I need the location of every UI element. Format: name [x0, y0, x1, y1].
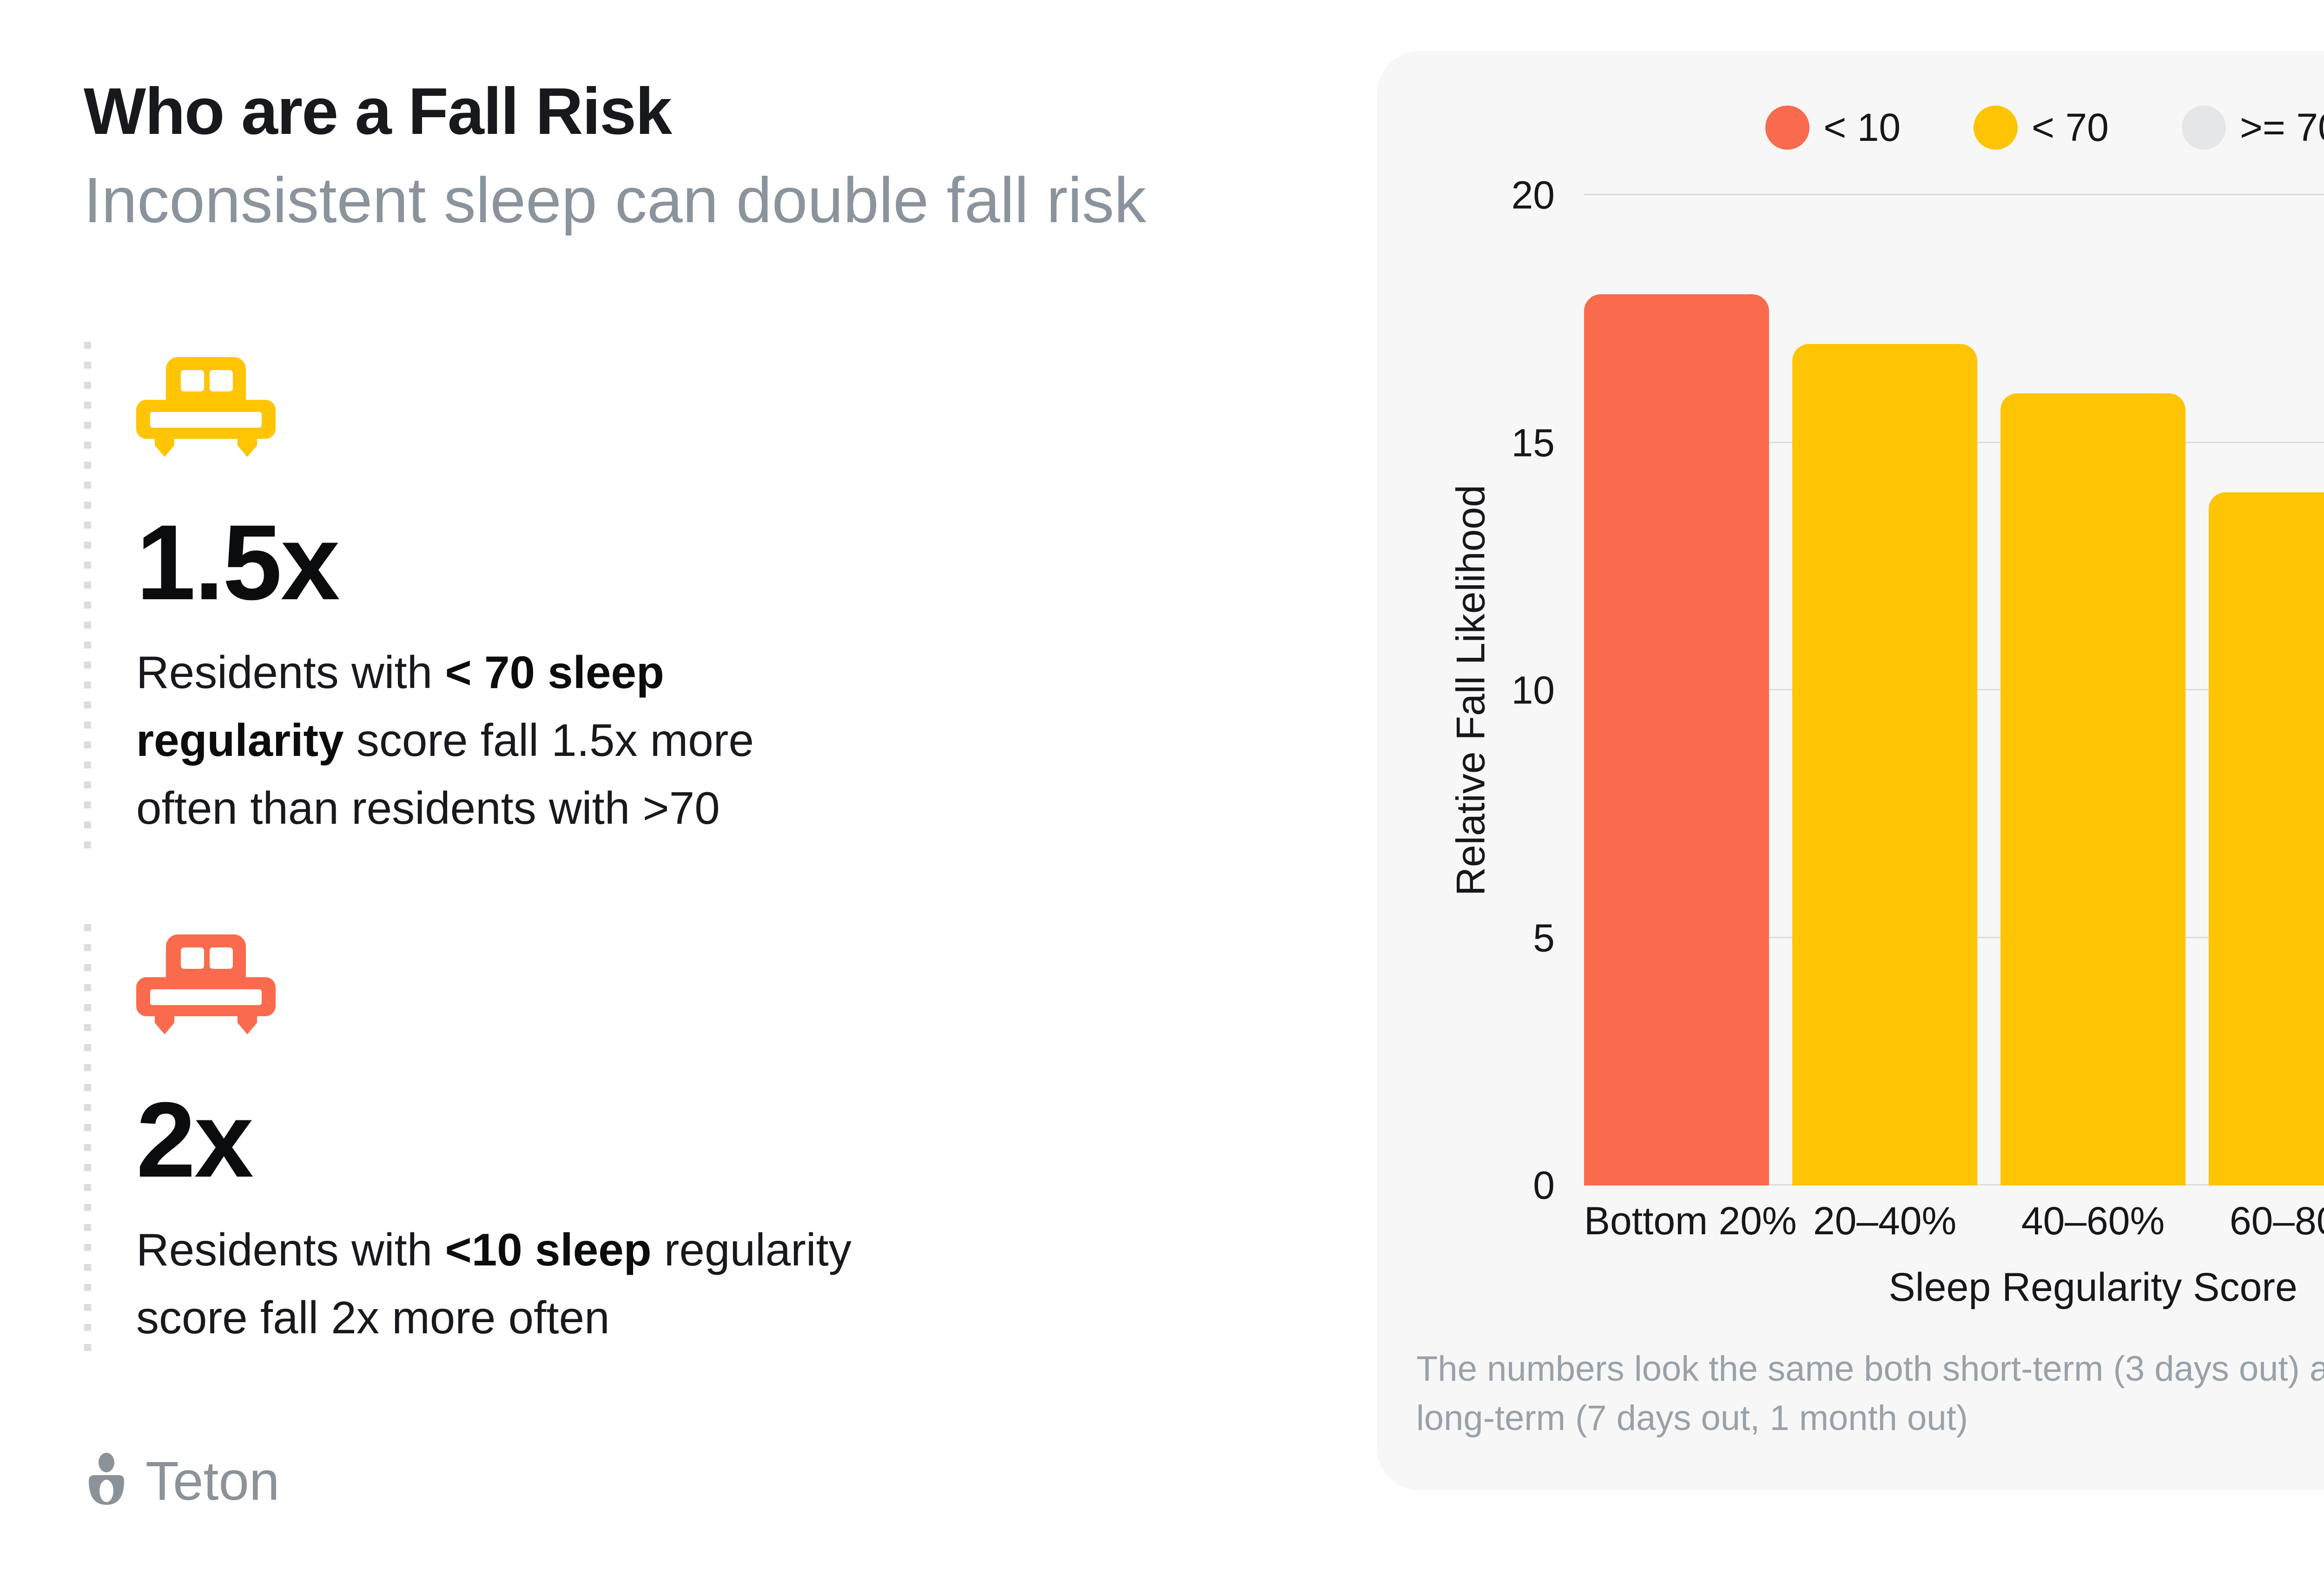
x-tick-label: 60–80% — [2229, 1199, 2324, 1243]
gridline — [1584, 194, 2324, 195]
bar-slot — [2209, 195, 2324, 1185]
stat-multiplier: 1.5x — [136, 503, 340, 622]
page-title: Who are a Fall Risk — [84, 74, 672, 148]
legend-dot — [2181, 106, 2226, 150]
bar-slot — [1792, 195, 1977, 1185]
teton-logo-icon — [89, 1453, 124, 1505]
legend-dot — [1765, 106, 1810, 150]
y-tick-label: 0 — [1533, 1163, 1555, 1207]
bar-series — [1584, 195, 2324, 1185]
stat-block-2x: 2x Residents with <10 sleep regularity s… — [84, 924, 964, 1357]
x-axis-title: Sleep Regularity Score — [1888, 1265, 2298, 1310]
legend-item: < 10 — [1765, 105, 1901, 150]
footnote-line: long-term (7 days out, 1 month out) — [1416, 1398, 1968, 1438]
description-text: Residents with — [136, 1224, 445, 1275]
legend-item: < 70 — [1974, 105, 2109, 150]
chart-footnote: The numbers look the same both short-ter… — [1416, 1344, 2324, 1443]
bar-20-40- — [1792, 344, 1977, 1185]
bar-slot — [2000, 195, 2185, 1185]
description-bold-text: <10 sleep — [445, 1224, 652, 1275]
description-bold-text: < 70 sleep regularity — [136, 647, 664, 766]
teton-logo: Teton — [83, 1450, 280, 1513]
dotted-divider — [84, 342, 91, 848]
chart-legend: < 10 < 70 >= 70 — [1377, 105, 2324, 150]
bed-icon — [136, 934, 276, 1034]
dotted-divider — [84, 924, 91, 1357]
bar-40-60- — [2000, 393, 2185, 1185]
y-axis-ticks: 0 5 10 15 20 — [1443, 173, 1555, 1207]
description-text: score fall 1.5x more often than resident… — [136, 715, 754, 834]
legend-label: >= 70 — [2239, 106, 2324, 149]
chart-card: < 10< 70>= 70 Relative Fall Likelihood 0… — [1377, 51, 2324, 1490]
x-tick-label: Bottom 20% — [1584, 1199, 1797, 1243]
description-text: Residents with — [136, 647, 445, 698]
page-subtitle: Inconsistent sleep can double fall risk — [84, 165, 1146, 236]
stat-multiplier: 2x — [136, 1080, 254, 1199]
description-text: regularity score fall 2x more often — [136, 1224, 852, 1343]
footnote-line: The numbers look the same both short-ter… — [1416, 1349, 2324, 1389]
x-axis-labels: Bottom 20%20–40%40–60%60–80%Top 20% — [1584, 1198, 2324, 1244]
legend-dot — [1974, 106, 2018, 150]
bar-60-80- — [2209, 492, 2324, 1185]
legend-label: < 10 — [1823, 106, 1901, 149]
bar-slot — [1584, 195, 1769, 1185]
y-tick-label: 5 — [1533, 916, 1555, 960]
stat-description: Residents with <10 sleep regularity scor… — [136, 1216, 964, 1351]
logo-wordmark: Teton — [145, 1450, 280, 1512]
legend-item: >= 70 — [2181, 105, 2324, 150]
y-tick-label: 15 — [1511, 421, 1555, 464]
plot-area — [1584, 194, 2324, 1185]
x-tick-label: 20–40% — [1813, 1199, 1957, 1243]
x-tick-label: 40–60% — [2021, 1199, 2165, 1243]
bar-bottom-20- — [1584, 294, 1769, 1185]
stat-description: Residents with < 70 sleep regularity sco… — [136, 638, 843, 842]
y-tick-label: 10 — [1511, 668, 1555, 712]
y-tick-label: 20 — [1511, 173, 1555, 217]
legend-label: < 70 — [2032, 106, 2109, 149]
bed-icon — [136, 357, 276, 457]
stat-block-1-5x: 1.5x Residents with < 70 sleep regularit… — [84, 342, 843, 848]
